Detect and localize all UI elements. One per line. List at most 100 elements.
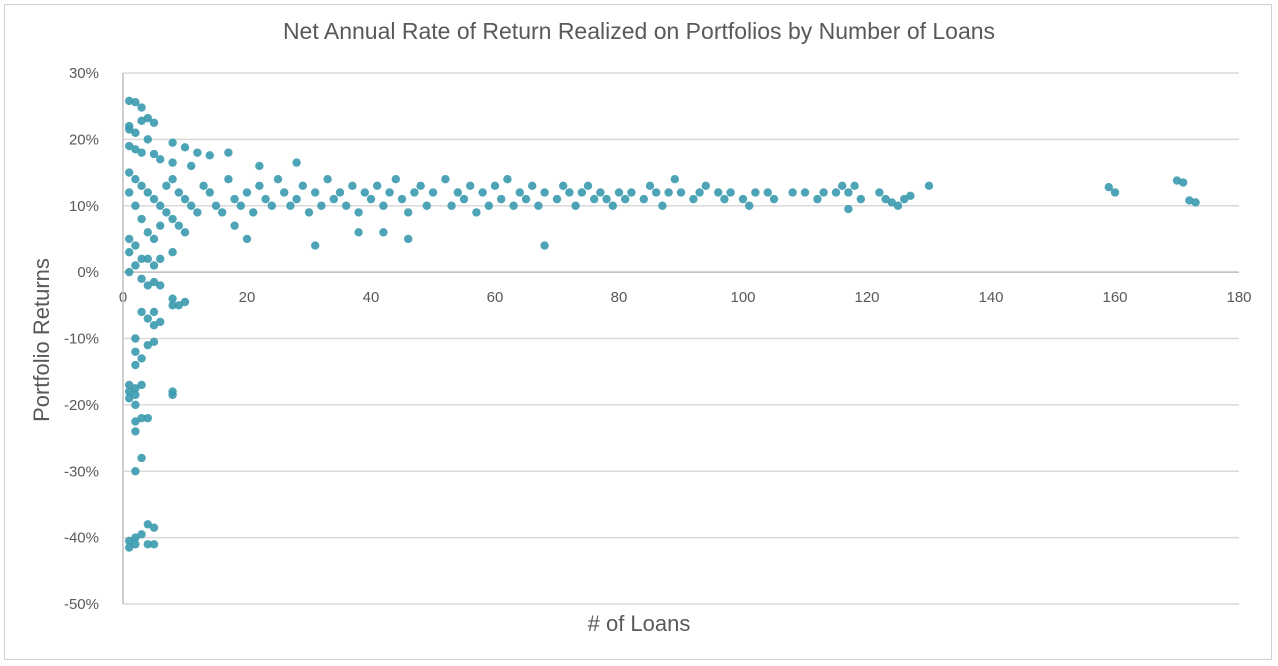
y-tick-label: 0% bbox=[77, 264, 99, 281]
data-point bbox=[168, 294, 177, 303]
data-point bbox=[143, 340, 152, 350]
data-point bbox=[168, 175, 177, 184]
data-point bbox=[131, 128, 140, 137]
data-point bbox=[149, 194, 159, 204]
data-point bbox=[329, 194, 338, 204]
data-point bbox=[565, 188, 574, 197]
data-point bbox=[844, 188, 853, 197]
data-point bbox=[856, 194, 865, 204]
data-point bbox=[887, 198, 896, 207]
data-point bbox=[354, 228, 363, 237]
data-point bbox=[255, 161, 264, 171]
data-point bbox=[850, 181, 859, 191]
data-point bbox=[193, 208, 202, 217]
data-point bbox=[125, 168, 134, 177]
data-point bbox=[131, 384, 140, 393]
data-point bbox=[428, 188, 438, 197]
data-point bbox=[738, 194, 748, 204]
data-point bbox=[701, 181, 710, 191]
data-point bbox=[335, 188, 345, 197]
data-point bbox=[552, 194, 562, 204]
data-point bbox=[534, 201, 543, 210]
data-point bbox=[813, 194, 822, 204]
data-point bbox=[509, 201, 518, 210]
data-point bbox=[174, 188, 183, 197]
data-point bbox=[800, 188, 810, 197]
data-point bbox=[168, 301, 177, 310]
data-point bbox=[893, 201, 903, 210]
data-point bbox=[143, 254, 152, 264]
data-point bbox=[242, 234, 252, 244]
data-point bbox=[131, 98, 140, 107]
data-point bbox=[416, 181, 425, 191]
x-tick-labels: 020406080100120140160180 bbox=[119, 289, 1252, 306]
data-point bbox=[689, 194, 698, 204]
data-point bbox=[1104, 182, 1114, 192]
data-point bbox=[379, 228, 388, 237]
data-point bbox=[497, 194, 506, 204]
data-point bbox=[131, 175, 140, 184]
data-point bbox=[143, 413, 152, 423]
data-point bbox=[149, 307, 159, 317]
data-point bbox=[664, 188, 673, 197]
data-point bbox=[404, 208, 413, 217]
data-point bbox=[608, 201, 617, 210]
data-point bbox=[441, 175, 450, 184]
data-point bbox=[149, 149, 159, 159]
data-point bbox=[298, 181, 307, 191]
y-tick-labels: 30% 20% 10% 0% -10% -20% -30% -40% -50% bbox=[64, 65, 99, 613]
data-point bbox=[125, 536, 134, 546]
data-point bbox=[149, 540, 159, 549]
data-point bbox=[131, 400, 140, 410]
data-point bbox=[900, 194, 909, 204]
data-point bbox=[559, 181, 568, 191]
data-point bbox=[540, 188, 549, 197]
data-point bbox=[149, 337, 159, 347]
data-point bbox=[720, 194, 729, 204]
data-point bbox=[218, 208, 227, 217]
data-point bbox=[503, 175, 512, 184]
data-point bbox=[267, 201, 276, 210]
data-point bbox=[131, 261, 140, 270]
data-point bbox=[125, 267, 134, 277]
data-point bbox=[149, 261, 159, 270]
data-point bbox=[242, 188, 252, 197]
data-point bbox=[745, 201, 754, 210]
data-point bbox=[230, 194, 239, 204]
data-point bbox=[639, 194, 648, 204]
data-point bbox=[168, 390, 177, 400]
data-point bbox=[366, 194, 376, 204]
data-point bbox=[168, 214, 177, 224]
data-point bbox=[311, 241, 320, 250]
data-point bbox=[286, 201, 295, 210]
data-point bbox=[373, 181, 382, 191]
data-point bbox=[379, 201, 388, 210]
data-point bbox=[453, 188, 462, 197]
data-point bbox=[137, 274, 146, 283]
data-point bbox=[174, 221, 183, 230]
data-point bbox=[131, 360, 140, 370]
data-point bbox=[280, 188, 289, 197]
data-point bbox=[211, 201, 221, 210]
data-point bbox=[205, 188, 214, 197]
data-point bbox=[125, 234, 134, 244]
data-point bbox=[143, 520, 152, 529]
data-point bbox=[224, 148, 233, 157]
data-point bbox=[317, 201, 326, 210]
data-point bbox=[125, 188, 134, 197]
data-point bbox=[149, 118, 159, 127]
data-point bbox=[348, 181, 357, 191]
data-point bbox=[515, 188, 524, 197]
data-point bbox=[521, 194, 531, 204]
x-tick-label: 140 bbox=[978, 289, 1003, 306]
data-point bbox=[162, 181, 171, 191]
data-point bbox=[391, 175, 400, 184]
data-point bbox=[670, 175, 679, 184]
data-point bbox=[131, 467, 140, 476]
data-point bbox=[156, 254, 165, 264]
x-axis-label: # of Loans bbox=[587, 611, 691, 636]
data-point bbox=[180, 228, 190, 237]
data-point bbox=[180, 194, 190, 204]
data-point bbox=[540, 241, 549, 250]
data-point bbox=[385, 188, 394, 197]
